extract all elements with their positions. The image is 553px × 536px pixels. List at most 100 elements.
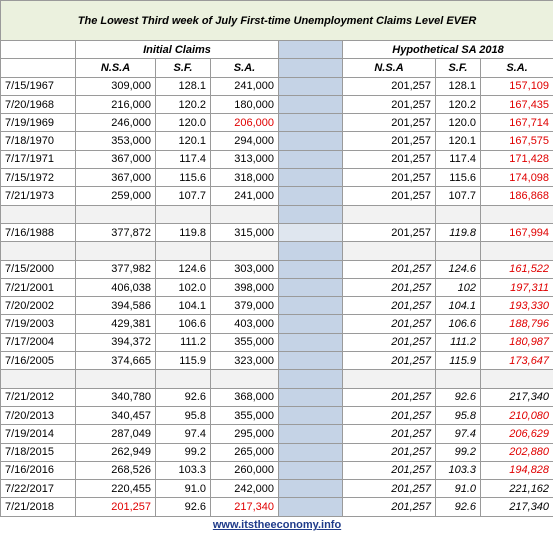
value-cell: 295,000	[210, 424, 279, 444]
column-header: S.A.	[479, 58, 553, 78]
data-row: 7/18/2015 262,949 99.2 265,000 201,257 99.2 20…	[0, 442, 553, 462]
blank-cell	[210, 369, 279, 389]
separator	[278, 405, 343, 426]
value-cell: 429,381	[75, 314, 156, 334]
value-cell: 303,000	[210, 259, 279, 279]
value-cell: 201,257	[342, 149, 436, 170]
value-cell: 340,780	[75, 387, 156, 407]
value-cell: 398,000	[210, 277, 279, 298]
separator	[278, 351, 343, 371]
value-cell: 242,000	[210, 479, 279, 499]
column-header: S.A.	[210, 58, 279, 78]
date-cell: 7/15/2000	[0, 259, 76, 279]
value-cell: 91.0	[155, 479, 211, 499]
data-row: 7/15/2000 377,982 124.6 303,000 201,257 124.6…	[0, 259, 553, 279]
column-header: N.S.A	[75, 58, 156, 78]
value-cell: 119.8	[435, 222, 481, 243]
value-cell: 201,257	[342, 405, 436, 426]
value-cell: 167,714	[479, 113, 553, 133]
value-cell: 268,526	[75, 460, 156, 481]
data-row: 7/22/2017 220,455 91.0 242,000 201,257 91.0 22…	[0, 479, 553, 499]
value-cell: 377,872	[75, 222, 156, 243]
value-cell: 171,428	[479, 149, 553, 170]
title: The Lowest Third week of July First-time…	[0, 0, 553, 41]
corner-cell	[0, 39, 76, 60]
value-cell: 186,868	[479, 186, 553, 206]
value-cell: 201,257	[342, 131, 436, 151]
value-cell: 167,575	[479, 131, 553, 151]
value-cell: 180,987	[479, 332, 553, 353]
value-cell: 206,000	[210, 113, 279, 133]
separator	[278, 186, 343, 206]
column-header: S.F.	[155, 58, 211, 78]
blank-cell	[210, 241, 279, 261]
date-cell: 7/22/2017	[0, 479, 76, 499]
value-cell: 403,000	[210, 314, 279, 334]
value-cell: 201,257	[342, 113, 436, 133]
value-cell: 99.2	[155, 442, 211, 462]
value-cell: 92.6	[155, 497, 211, 517]
date-cell: 7/16/2016	[0, 460, 76, 481]
date-cell: 7/15/1972	[0, 168, 76, 188]
value-cell: 120.1	[155, 131, 211, 151]
value-cell: 201,257	[342, 259, 436, 279]
blank-cell	[0, 241, 76, 261]
separator	[278, 460, 343, 481]
date-cell: 7/20/2002	[0, 296, 76, 316]
title-row: The Lowest Third week of July First-time…	[0, 0, 553, 41]
corner-cell	[0, 58, 76, 78]
data-row: 7/21/1973 259,000 107.7 241,000 201,257 107.7…	[0, 186, 553, 206]
separator	[278, 387, 343, 407]
separator	[278, 424, 343, 444]
value-cell: 188,796	[479, 314, 553, 334]
blank-cell	[342, 204, 436, 224]
value-cell: 368,000	[210, 387, 279, 407]
value-cell: 167,435	[479, 94, 553, 115]
value-cell: 120.0	[155, 113, 211, 133]
data-row: 7/16/2016 268,526 103.3 260,000 201,257 103.3…	[0, 460, 553, 481]
date-cell: 7/18/2015	[0, 442, 76, 462]
data-row: 7/21/2018 201,257 92.6 217,340 201,257 92.6 21…	[0, 497, 553, 517]
date-cell: 7/21/2018	[0, 497, 76, 517]
value-cell: 124.6	[155, 259, 211, 279]
value-cell: 92.6	[435, 387, 481, 407]
blank-cell	[479, 241, 553, 261]
value-cell: 120.2	[435, 94, 481, 115]
date-cell: 7/17/1971	[0, 149, 76, 170]
group-header: Initial Claims	[75, 39, 279, 60]
value-cell: 167,994	[479, 222, 553, 243]
blank-cell	[435, 204, 481, 224]
separator	[278, 479, 343, 499]
value-cell: 353,000	[75, 131, 156, 151]
separator	[278, 332, 343, 353]
value-cell: 107.7	[435, 186, 481, 206]
value-cell: 201,257	[342, 186, 436, 206]
value-cell: 111.2	[155, 332, 211, 353]
blank-cell	[0, 369, 76, 389]
separator	[278, 241, 343, 261]
value-cell: 246,000	[75, 113, 156, 133]
value-cell: 115.6	[155, 168, 211, 188]
blank-cell	[0, 204, 76, 224]
blank-row	[0, 204, 553, 224]
value-cell: 201,257	[342, 387, 436, 407]
value-cell: 197,311	[479, 277, 553, 298]
value-cell: 201,257	[342, 168, 436, 188]
value-cell: 323,000	[210, 351, 279, 371]
value-cell: 117.4	[155, 149, 211, 170]
blank-cell	[155, 369, 211, 389]
value-cell: 355,000	[210, 332, 279, 353]
value-cell: 174,098	[479, 168, 553, 188]
value-cell: 265,000	[210, 442, 279, 462]
value-cell: 201,257	[342, 314, 436, 334]
value-cell: 340,457	[75, 405, 156, 426]
data-row: 7/15/1972 367,000 115.6 318,000 201,257 115.6…	[0, 168, 553, 188]
value-cell: 374,665	[75, 351, 156, 371]
value-cell: 201,257	[342, 277, 436, 298]
value-cell: 107.7	[155, 186, 211, 206]
date-cell: 7/15/1967	[0, 76, 76, 96]
data-row: 7/20/1968 216,000 120.2 180,000 201,257 120.2…	[0, 94, 553, 115]
value-cell: 104.1	[435, 296, 481, 316]
blank-row	[0, 369, 553, 389]
